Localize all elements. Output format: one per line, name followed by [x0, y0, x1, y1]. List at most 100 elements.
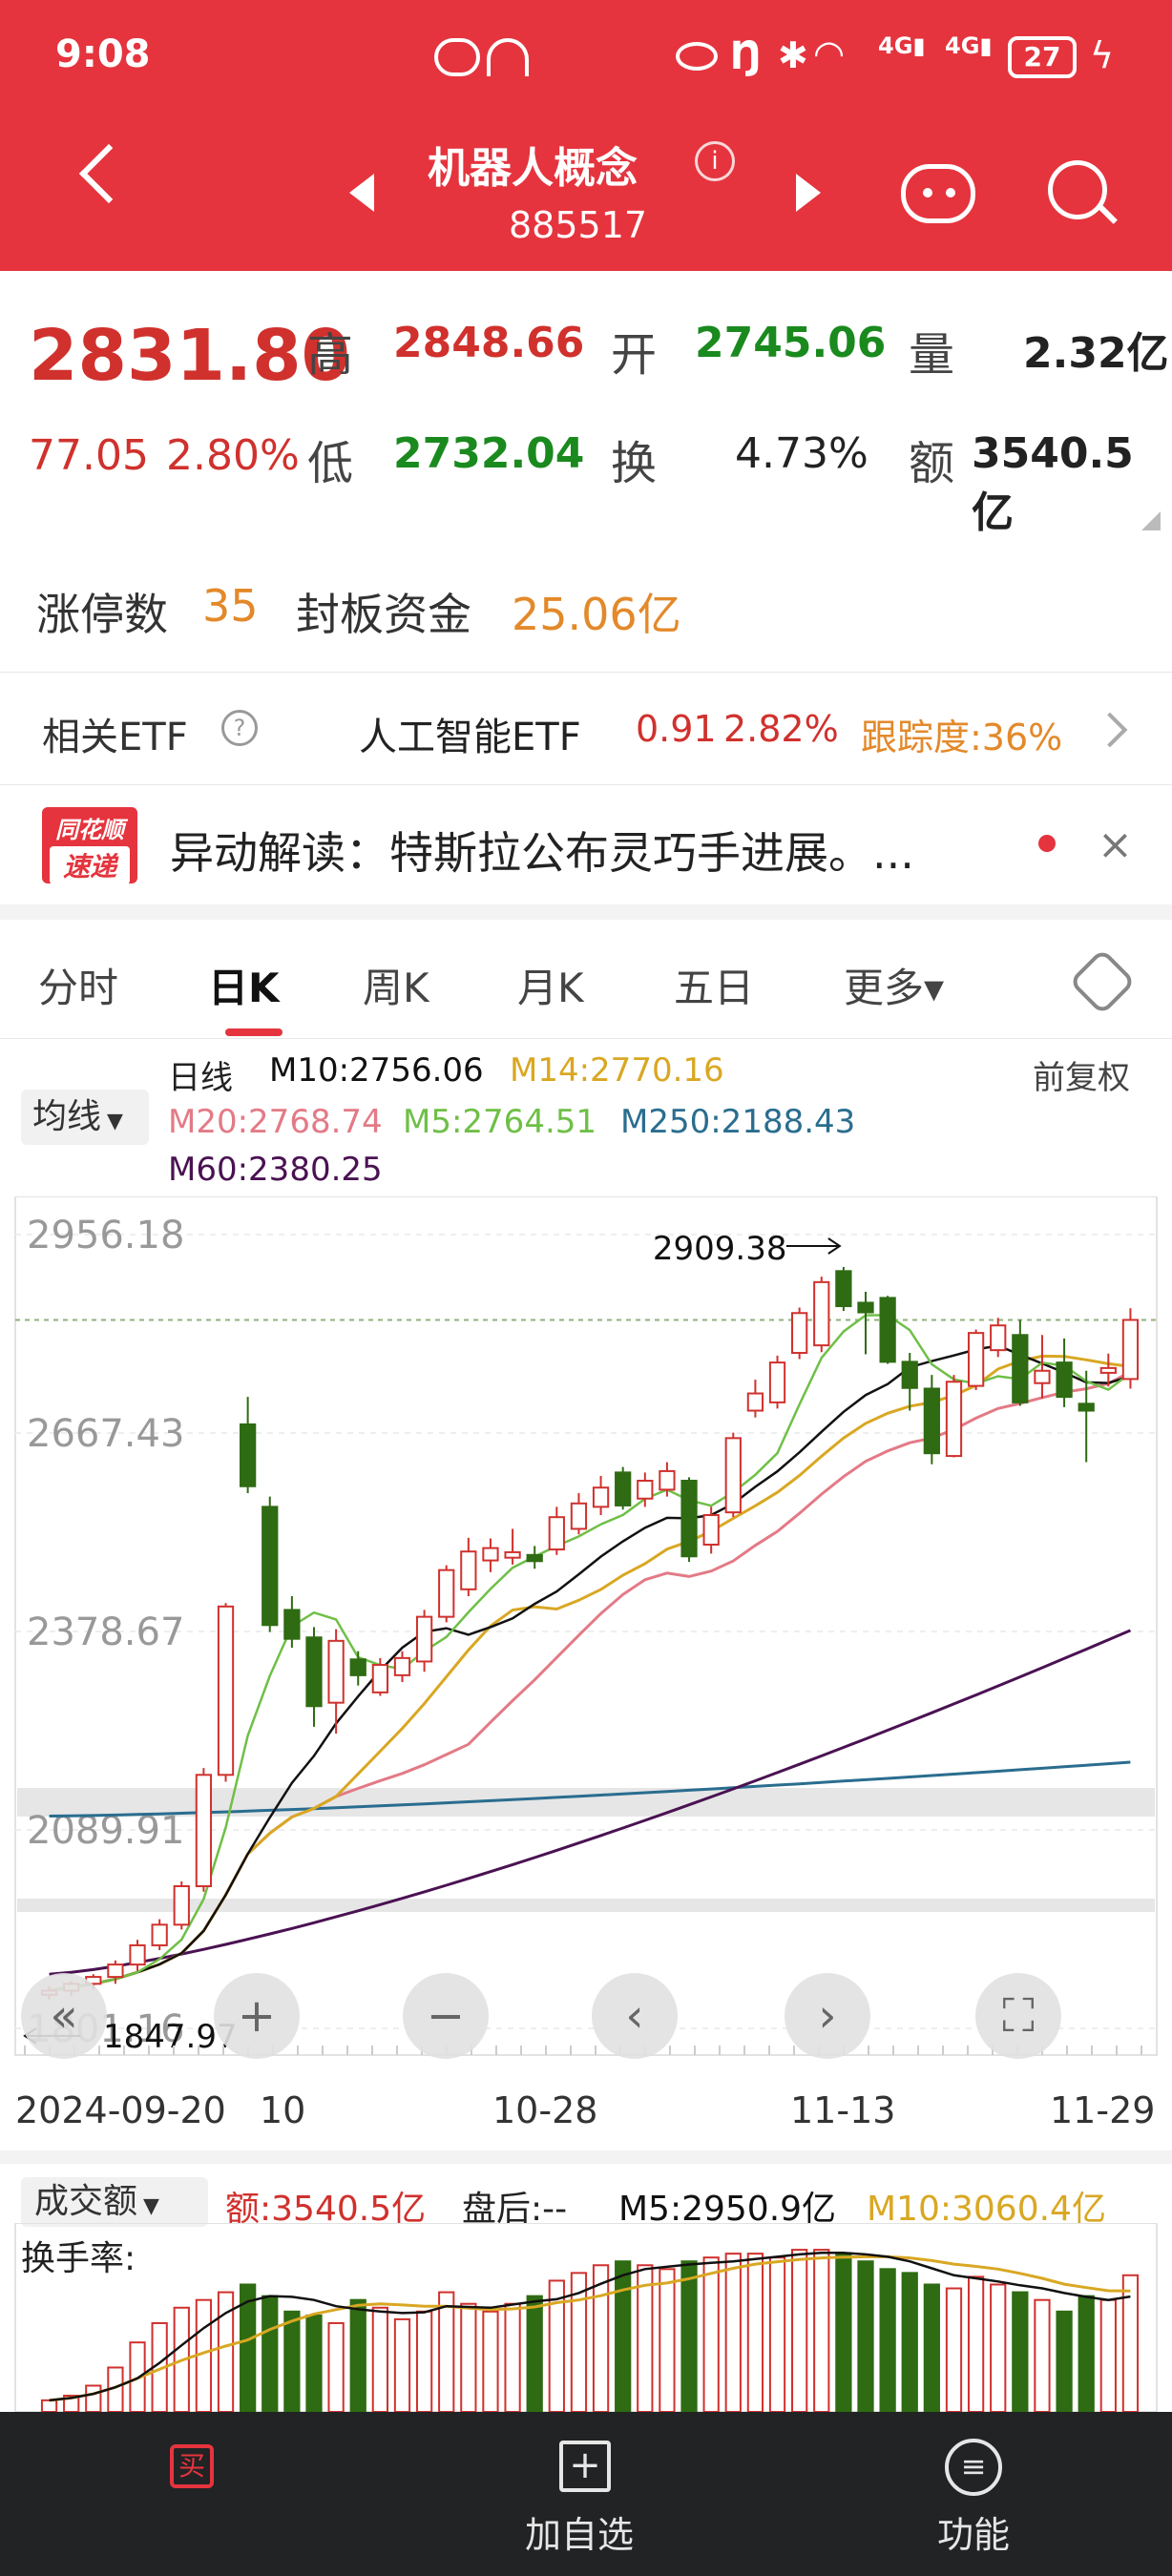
page-title: 机器人概念	[428, 144, 638, 193]
candle	[482, 1547, 499, 1562]
ma20-value: M20:2768.74	[168, 1103, 383, 1141]
volume-indicator-selector[interactable]: 成交额 ▼	[21, 2177, 208, 2227]
ma-selector[interactable]: 均线 ▼	[21, 1090, 149, 1145]
volume-bar	[1121, 2274, 1140, 2412]
ma5-value: M5:2764.51	[403, 1103, 597, 1141]
scroll-left-button[interactable]: «	[21, 1973, 107, 2059]
unread-dot	[1038, 835, 1056, 852]
ma60-line	[49, 1629, 1131, 1976]
candle	[680, 1480, 698, 1558]
y-tick-label: 2667.43	[27, 1412, 184, 1456]
candle	[371, 1664, 388, 1693]
volume-bar	[548, 2279, 565, 2412]
buy-icon[interactable]: 买	[170, 2444, 214, 2488]
divider	[0, 672, 1172, 673]
candle	[438, 1568, 455, 1618]
volume-bar	[305, 2314, 323, 2412]
volume-bar	[879, 2268, 896, 2412]
adjust-mode[interactable]: 前复权	[1033, 1059, 1130, 1097]
volume-bar	[680, 2260, 698, 2412]
ma5-line	[49, 1314, 1132, 1992]
robot-assistant-icon[interactable]	[901, 164, 975, 223]
menu-icon[interactable]: ≡	[945, 2439, 1002, 2496]
limit-up-count: 35	[202, 580, 259, 632]
candle	[349, 1658, 366, 1676]
fullscreen-button[interactable]: ⛶	[975, 1973, 1061, 2059]
low-label: 低	[307, 437, 354, 490]
bottom-tab-bar: 买 + 加自选 ≡ 功能	[0, 2412, 1172, 2576]
tab-five-day[interactable]: 五日	[674, 965, 755, 1011]
candle	[1078, 1402, 1095, 1412]
stock-code: 885517	[509, 204, 648, 246]
function-label[interactable]: 功能	[937, 2514, 1011, 2556]
zoom-out-button[interactable]: −	[403, 1973, 489, 2059]
candle	[460, 1550, 477, 1590]
back-icon[interactable]	[78, 143, 139, 204]
volume-bar	[592, 2264, 610, 2412]
tab-weekly-k[interactable]: 周K	[363, 965, 429, 1011]
add-watchlist-label[interactable]: 加自选	[525, 2514, 635, 2556]
ma-selector-label: 均线	[32, 1097, 102, 1136]
x-tick-label: 11-13	[790, 2089, 896, 2131]
volume-frame	[14, 2223, 1158, 2412]
etf-name[interactable]: 人工智能ETF	[359, 716, 581, 759]
volume-bar	[482, 2310, 499, 2412]
change-value: 77.05	[29, 431, 149, 480]
plus-icon: +	[237, 1989, 277, 2043]
next-stock-icon[interactable]	[796, 174, 821, 212]
buy-icon-glyph: 买	[178, 2450, 205, 2482]
candle	[724, 1437, 742, 1514]
candlestick-chart[interactable]: 2956.182667.432378.672089.911801.162909.…	[0, 1196, 1172, 2131]
info-icon[interactable]: i	[695, 141, 735, 181]
status-app-icon	[434, 38, 480, 76]
divider	[0, 1038, 1172, 1039]
move-left-button[interactable]: ‹	[592, 1973, 678, 2059]
chart-band	[17, 1899, 1155, 1912]
help-icon[interactable]: ?	[221, 710, 258, 746]
y-tick-label: 2378.67	[27, 1610, 184, 1654]
prev-stock-icon[interactable]	[349, 174, 374, 212]
volume-bar	[349, 2298, 366, 2412]
add-icon[interactable]: +	[559, 2441, 611, 2492]
divider	[0, 784, 1172, 785]
tab-more[interactable]: 更多▾	[844, 965, 945, 1011]
tab-daily-k[interactable]: 日K	[208, 965, 280, 1011]
open-value: 2745.06	[695, 319, 887, 367]
search-icon[interactable]	[1048, 160, 1107, 219]
amount-value: 3540.5亿	[972, 429, 1134, 537]
candle	[305, 1636, 323, 1708]
volume-bar	[1012, 2291, 1029, 2412]
candle	[129, 1943, 146, 1966]
dropdown-icon: ▼	[107, 1110, 123, 1133]
candle	[835, 1270, 852, 1308]
turnover-label: 换	[611, 437, 658, 490]
tab-monthly-k[interactable]: 月K	[517, 965, 584, 1011]
close-icon[interactable]: ×	[1098, 821, 1133, 869]
bluetooth-icon: ✱	[778, 34, 808, 76]
logo-bottom-text: 速递	[50, 846, 130, 884]
max-price-annotation: 2909.38	[653, 1230, 787, 1268]
candle	[526, 1553, 543, 1563]
candle	[415, 1615, 433, 1663]
candle	[901, 1361, 918, 1389]
section-gap	[0, 904, 1172, 920]
x-tick-label: 10	[260, 2089, 306, 2131]
chevron-left-icon: ‹	[625, 1989, 644, 2043]
sealed-fund-label: 封板资金	[296, 589, 471, 640]
settings-icon[interactable]	[1068, 947, 1137, 1016]
chevron-right-icon[interactable]	[1092, 712, 1128, 748]
news-headline[interactable]: 异动解读：特斯拉公布灵巧手进展。...	[170, 827, 914, 879]
ma14-value: M14:2770.16	[510, 1051, 724, 1090]
move-right-button[interactable]: ›	[785, 1973, 870, 2059]
volume-bar	[768, 2256, 786, 2412]
volume-bar	[371, 2306, 388, 2412]
daily-line-label: 日线	[168, 1059, 233, 1097]
volume-bar	[791, 2249, 808, 2412]
expand-corner-icon[interactable]	[1141, 511, 1161, 530]
low-value: 2732.04	[393, 429, 585, 478]
volume-chart[interactable]	[0, 2223, 1172, 2412]
candle	[504, 1550, 521, 1559]
volume-indicator-label: 成交额	[34, 2182, 138, 2221]
tab-intraday[interactable]: 分时	[38, 965, 119, 1011]
zoom-in-button[interactable]: +	[214, 1973, 300, 2059]
